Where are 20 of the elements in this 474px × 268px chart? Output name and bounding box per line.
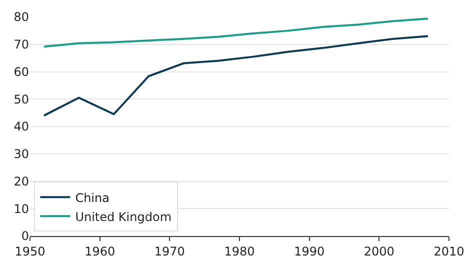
line-series (42, 35, 430, 117)
y-tick-label: 10 (14, 202, 29, 216)
y-tick-label: 0 (21, 229, 29, 244)
y-tick-label: 30 (14, 147, 29, 162)
y-tick-label: 20 (14, 174, 29, 188)
x-tick-label: 1960 (84, 244, 116, 258)
x-tick-label: 2010 (434, 244, 464, 258)
x-tick-label: 1980 (224, 244, 255, 258)
y-tick-label: 50 (14, 92, 29, 106)
x-tick-label: 1950 (14, 244, 46, 258)
y-tick-label: 40 (14, 120, 29, 134)
x-tick-label: 2000 (364, 244, 394, 258)
line-series (42, 18, 430, 48)
y-tick-label: 70 (14, 38, 29, 52)
x-tick-label: 1990 (294, 244, 325, 258)
x-tick-label: 1970 (154, 244, 185, 258)
legend-label: China (75, 190, 110, 205)
legend-label: United Kingdom (75, 210, 172, 224)
y-tick-label: 60 (14, 64, 29, 79)
y-tick-label: 80 (14, 10, 29, 24)
